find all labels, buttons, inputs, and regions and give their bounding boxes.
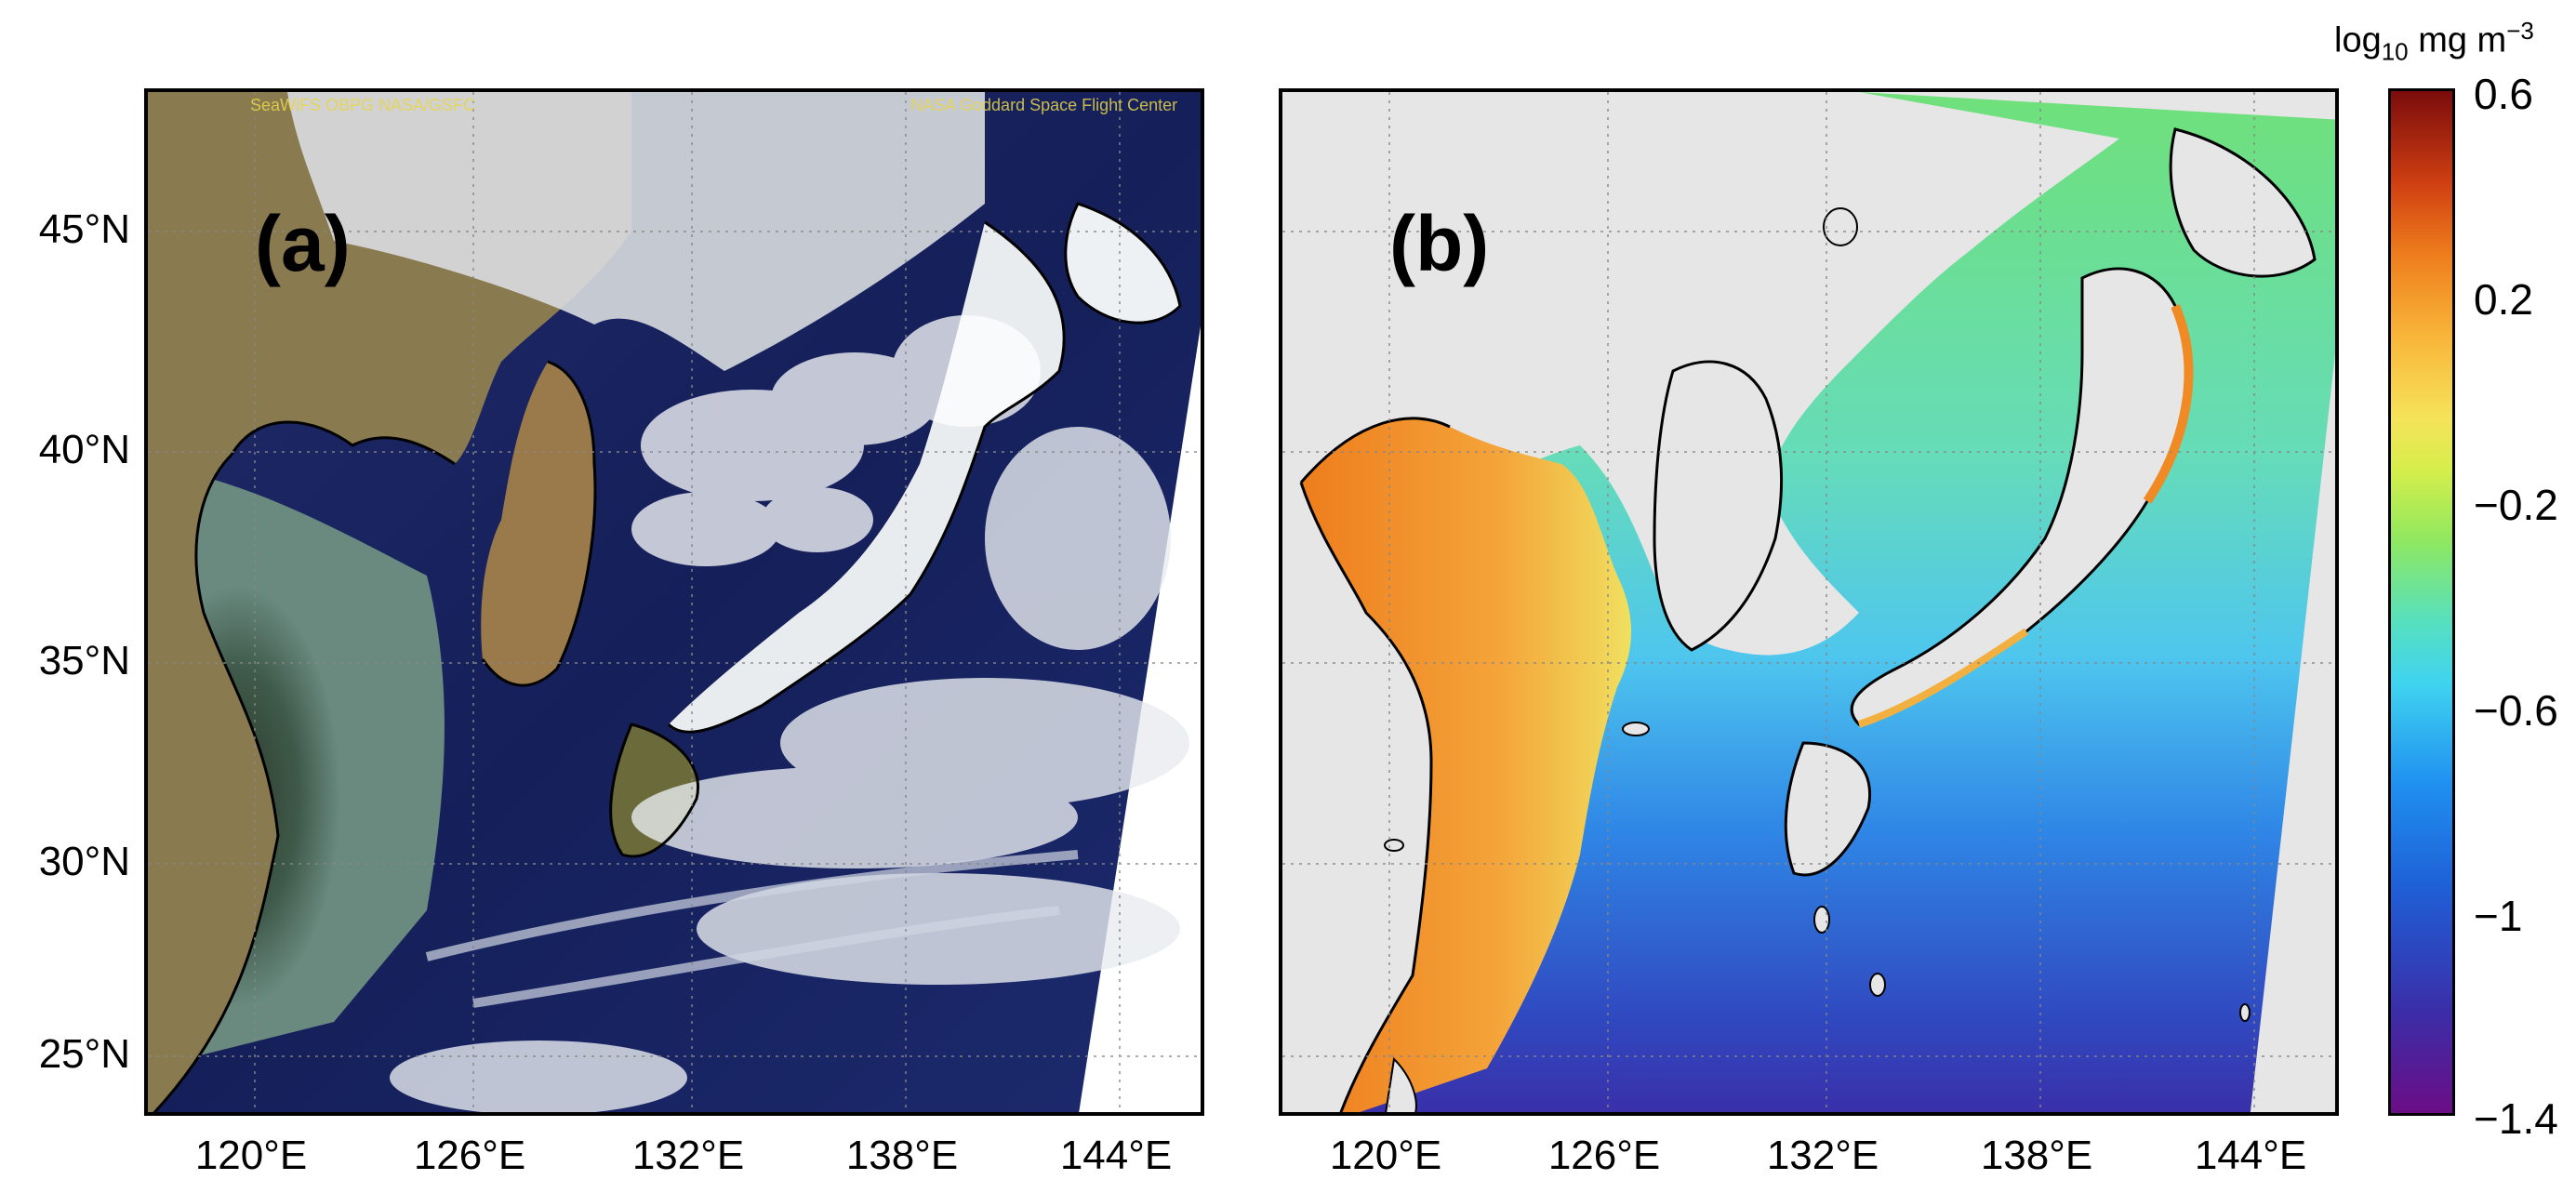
colorbar-tick-0.2: 0.2: [2474, 275, 2533, 324]
lon-label-a-126: 126°E: [413, 1133, 526, 1178]
lon-label-b-144: 144°E: [2194, 1133, 2307, 1178]
lat-label-25: 25°N: [38, 1031, 130, 1077]
lat-label-30: 30°N: [38, 839, 130, 884]
map-panel-b: (b): [1279, 88, 2339, 1116]
colorbar: [2388, 88, 2455, 1116]
colorbar-tick-neg0.2: −0.2: [2474, 481, 2558, 529]
panel-label-b: (b): [1389, 200, 1490, 287]
map-panel-a: SeaWiFS OBPG NASA/GSFC NASA Goddard Spac…: [144, 88, 1204, 1116]
lat-label-40: 40°N: [38, 427, 130, 472]
lon-label-b-120: 120°E: [1329, 1133, 1442, 1178]
lon-label-a-138: 138°E: [845, 1133, 959, 1178]
lat-label-45: 45°N: [38, 206, 130, 252]
lon-label-b-132: 132°E: [1766, 1133, 1879, 1178]
lon-label-a-144: 144°E: [1059, 1133, 1173, 1178]
lon-label-a-132: 132°E: [631, 1133, 745, 1178]
lon-label-b-126: 126°E: [1547, 1133, 1661, 1178]
image-credit-right: NASA Goddard Space Flight Center: [910, 96, 1178, 114]
lat-label-35: 35°N: [38, 638, 130, 683]
panel-label-a: (a): [255, 200, 351, 287]
colorbar-tick-neg0.6: −0.6: [2474, 686, 2558, 735]
true-color-map: [148, 92, 1201, 1112]
lon-label-a-120: 120°E: [194, 1133, 308, 1178]
image-credit-left: SeaWiFS OBPG NASA/GSFC: [250, 96, 476, 114]
colorbar-tick-neg1.4: −1.4: [2474, 1094, 2558, 1143]
colorbar-title: log10 mg m−3: [2334, 17, 2534, 66]
colorbar-tick-0.6: 0.6: [2474, 70, 2533, 118]
colorbar-tick-neg1: −1: [2474, 892, 2523, 940]
chlorophyll-map: [1282, 92, 2335, 1112]
lon-label-b-138: 138°E: [1980, 1133, 2093, 1178]
